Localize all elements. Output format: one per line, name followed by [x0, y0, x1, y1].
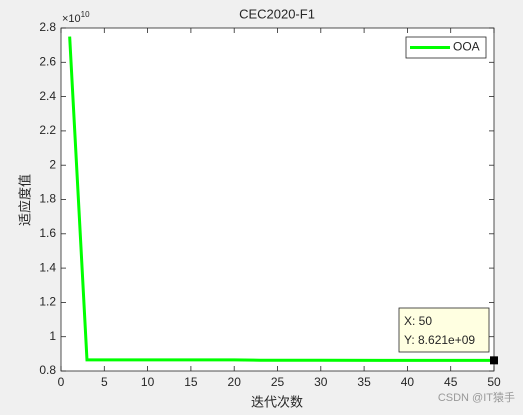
x-tick-label: 35: [357, 375, 371, 389]
x-tick-label: 30: [314, 375, 328, 389]
y-tick-label: 2.6: [39, 54, 56, 68]
y-tick-label: 2.2: [39, 123, 56, 137]
y-tick-label: 2.4: [39, 89, 56, 103]
datatip-x: X: 50: [404, 314, 432, 328]
x-axis-label: 迭代次数: [251, 395, 303, 411]
y-multiplier: ×1010: [62, 10, 90, 25]
x-tick-label: 40: [401, 375, 415, 389]
x-tick-label: 0: [58, 375, 65, 389]
multiplier-exponent: 10: [81, 10, 90, 19]
x-tick-label: 5: [101, 375, 108, 389]
y-tick-label: 0.8: [39, 363, 56, 377]
chart-title: CEC2020-F1: [239, 6, 315, 21]
x-tick-label: 45: [444, 375, 458, 389]
y-tick-label: 1: [49, 329, 56, 343]
datatip-marker: [490, 356, 498, 365]
legend-label: OOA: [453, 40, 480, 54]
y-tick-label: 2.8: [39, 20, 56, 34]
multiplier-base: ×10: [62, 13, 81, 25]
y-axis-label: 适应度值: [18, 174, 34, 226]
x-tick-label: 10: [141, 375, 155, 389]
x-tick-label: 15: [184, 375, 198, 389]
x-tick-label: 50: [487, 375, 501, 389]
x-tick-label: 20: [228, 375, 242, 389]
datatip-box: [398, 307, 490, 353]
y-tick-label: 1.4: [39, 260, 56, 274]
y-tick-label: 1.8: [39, 192, 56, 206]
data-line: [68, 36, 494, 362]
y-tick-label: 1.6: [39, 226, 56, 240]
y-tick-label: 2: [49, 157, 56, 171]
watermark: CSDN @IT猿手: [438, 390, 515, 404]
y-tick-label: 1.2: [39, 295, 56, 309]
x-tick-label: 25: [271, 375, 285, 389]
datatip-y: Y: 8.621e+09: [404, 333, 475, 347]
